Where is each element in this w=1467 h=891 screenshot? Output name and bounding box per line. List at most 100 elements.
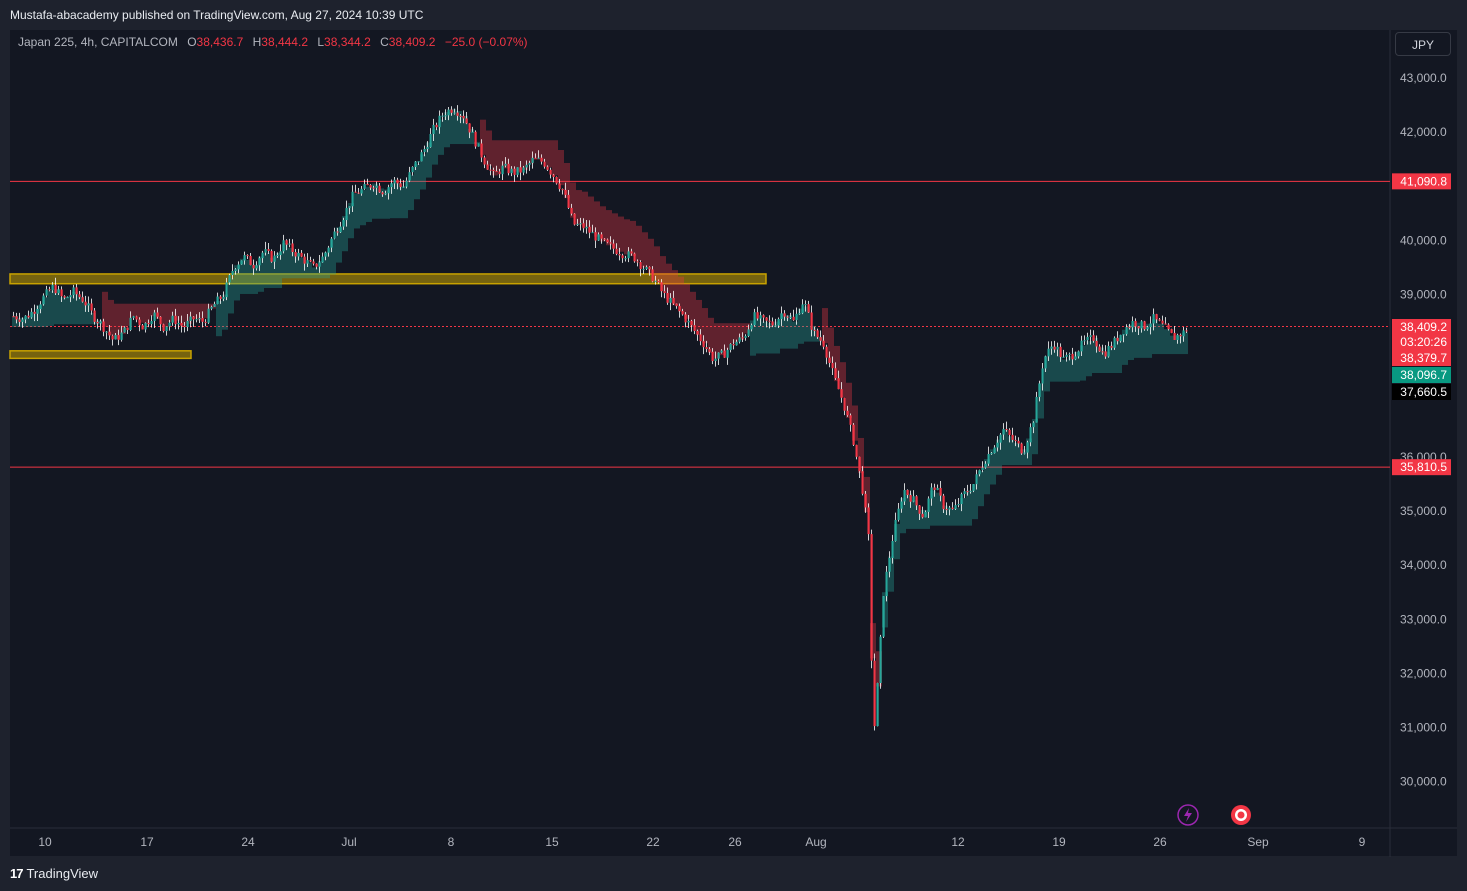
candle-body <box>792 316 795 321</box>
candle-body <box>414 161 417 167</box>
candle-body <box>456 112 459 116</box>
candle-body <box>573 213 576 225</box>
candle-body <box>714 358 717 362</box>
band-segment <box>924 509 930 529</box>
band-segment <box>702 308 708 344</box>
band-segment <box>42 297 48 327</box>
candle-body <box>138 319 141 326</box>
candle-body <box>588 226 591 233</box>
last-price-badge: 38,409.2 <box>1400 320 1447 334</box>
x-tick-label: Sep <box>1247 835 1269 849</box>
candle-body <box>636 261 639 263</box>
candle-body <box>741 337 744 339</box>
band-segment <box>318 260 324 279</box>
band-segment <box>948 508 954 526</box>
candle-body <box>501 165 504 175</box>
candle-body <box>1026 442 1029 453</box>
candle-body <box>114 335 117 340</box>
band-segment <box>1080 345 1086 381</box>
band-segment <box>840 362 846 398</box>
candle-body <box>81 297 84 302</box>
resistance-zone[interactable] <box>9 273 767 285</box>
candle-body <box>72 287 75 296</box>
indicator-black-badge: 37,660.5 <box>1400 385 1447 399</box>
candle-body <box>258 258 261 266</box>
chart-panel[interactable] <box>10 30 1457 856</box>
candle-body <box>24 315 27 320</box>
candle-body <box>249 255 252 266</box>
candle-body <box>777 318 780 326</box>
candle-body <box>891 540 894 558</box>
band-segment <box>210 303 216 309</box>
band-segment <box>54 289 60 325</box>
candle-body <box>273 255 276 262</box>
candle-body <box>1125 327 1128 335</box>
band-segment <box>228 278 234 314</box>
candle-body <box>303 256 306 264</box>
candle-body <box>1077 351 1080 357</box>
candle-body <box>363 184 366 189</box>
candle-body <box>1104 351 1107 357</box>
band-segment <box>954 507 960 526</box>
y-tick-label: 35,000.0 <box>1400 504 1447 518</box>
band-segment <box>384 189 390 219</box>
band-segment <box>378 188 384 219</box>
candle-body <box>537 157 540 159</box>
band-segment <box>426 142 432 178</box>
candle-body <box>453 112 456 114</box>
candle-body <box>1047 348 1050 357</box>
candle-body <box>42 295 45 305</box>
candle-body <box>351 191 354 207</box>
candle-body <box>819 337 822 341</box>
candle-body <box>1074 356 1077 360</box>
candle-body <box>1110 346 1113 348</box>
band-segment <box>588 196 594 232</box>
trailing-stop-band <box>12 108 1188 687</box>
candles <box>12 105 1188 731</box>
candle-body <box>888 557 891 572</box>
band-segment <box>936 492 942 526</box>
candle-body <box>210 306 213 309</box>
candle-body <box>654 280 657 282</box>
record-icon[interactable] <box>1230 804 1252 826</box>
band-segment <box>990 449 996 485</box>
x-tick-label: 22 <box>646 835 660 849</box>
candle-body <box>477 143 480 147</box>
candle-body <box>1035 396 1038 423</box>
band-segment <box>1128 324 1134 361</box>
currency-button[interactable]: JPY <box>1395 32 1451 56</box>
band-segment <box>918 509 924 529</box>
candle-body <box>321 256 324 263</box>
lightning-icon[interactable] <box>1177 804 1199 826</box>
band-segment <box>774 321 780 354</box>
candle-body <box>1038 383 1041 397</box>
candle-body <box>519 167 522 173</box>
candle-body <box>687 320 690 323</box>
candle-body <box>732 343 735 346</box>
candle-body <box>192 316 195 320</box>
candle-body <box>444 115 447 117</box>
symbol-label[interactable]: Japan 225, 4h, CAPITALCOM <box>18 35 178 49</box>
bid-price-badge: 38,379.7 <box>1400 351 1447 365</box>
candle-body <box>216 296 219 304</box>
band-segment <box>198 303 204 321</box>
candle-body <box>924 511 927 518</box>
band-segment <box>234 265 240 301</box>
candle-body <box>141 325 144 330</box>
band-segment <box>1056 349 1062 382</box>
candle-body <box>489 169 492 171</box>
band-segment <box>1140 325 1146 358</box>
candle-body <box>117 335 120 340</box>
candle-body <box>606 239 609 243</box>
x-tick-label: 10 <box>38 835 52 849</box>
candle-body <box>480 143 483 158</box>
band-segment <box>708 317 714 353</box>
support-zone[interactable] <box>9 350 192 360</box>
candle-body <box>21 319 24 322</box>
candle-body <box>387 187 390 194</box>
x-tick-label: 26 <box>1153 835 1167 849</box>
candle-body <box>1161 320 1164 324</box>
tradingview-brand[interactable]: 17 TradingView <box>10 866 98 881</box>
publish-info: Mustafa-abacademy published on TradingVi… <box>10 8 424 22</box>
